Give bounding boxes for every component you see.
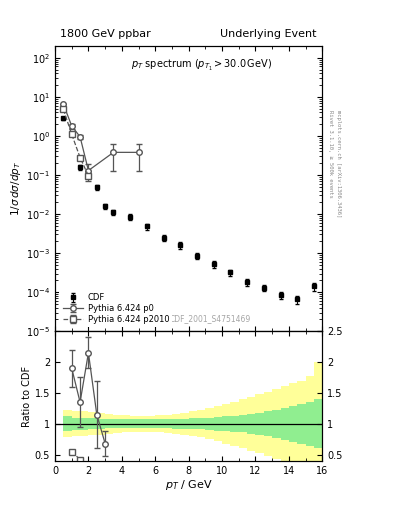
Bar bbox=[122, 415, 130, 433]
Bar bbox=[230, 416, 239, 432]
Bar bbox=[105, 419, 114, 428]
Text: CDF_2001_S4751469: CDF_2001_S4751469 bbox=[169, 314, 251, 323]
Bar bbox=[105, 414, 114, 434]
Text: Underlying Event: Underlying Event bbox=[220, 29, 317, 39]
Bar bbox=[306, 401, 314, 446]
Text: Rivet 3.1.10, ≥ 500k events: Rivet 3.1.10, ≥ 500k events bbox=[328, 110, 333, 198]
Bar bbox=[114, 415, 122, 433]
Text: mcplots.cern.ch [arXiv:1306.3436]: mcplots.cern.ch [arXiv:1306.3436] bbox=[336, 110, 341, 218]
Bar bbox=[281, 408, 289, 440]
Text: 1800 GeV ppbar: 1800 GeV ppbar bbox=[61, 29, 151, 39]
Bar bbox=[88, 412, 97, 436]
Bar bbox=[306, 376, 314, 466]
Y-axis label: $1/\sigma\, d\sigma/dp_T$: $1/\sigma\, d\sigma/dp_T$ bbox=[9, 161, 23, 216]
X-axis label: $p_T$ / GeV: $p_T$ / GeV bbox=[165, 478, 213, 493]
Text: $p_T$ spectrum $(p_{T_1} > 30.0\,\mathrm{GeV})$: $p_T$ spectrum $(p_{T_1} > 30.0\,\mathrm… bbox=[131, 57, 273, 73]
Bar bbox=[264, 412, 272, 436]
Bar bbox=[155, 419, 163, 428]
Bar bbox=[80, 412, 88, 436]
Bar bbox=[130, 416, 139, 432]
Bar bbox=[239, 415, 247, 433]
Bar bbox=[289, 383, 297, 464]
Bar bbox=[163, 419, 172, 428]
Bar bbox=[114, 419, 122, 428]
Bar bbox=[180, 419, 189, 429]
Bar bbox=[222, 416, 230, 431]
Bar bbox=[214, 417, 222, 431]
Bar bbox=[63, 410, 72, 437]
Bar bbox=[214, 407, 222, 441]
Bar bbox=[314, 399, 322, 449]
Bar bbox=[122, 419, 130, 428]
Bar bbox=[255, 413, 264, 435]
Bar bbox=[239, 399, 247, 449]
Bar bbox=[314, 362, 322, 464]
Bar bbox=[255, 394, 264, 454]
Bar bbox=[147, 416, 155, 432]
Bar bbox=[197, 410, 206, 437]
Y-axis label: Ratio to CDF: Ratio to CDF bbox=[22, 366, 32, 426]
Bar bbox=[97, 419, 105, 429]
Bar bbox=[206, 409, 214, 439]
Bar bbox=[72, 412, 80, 436]
Bar bbox=[264, 392, 272, 456]
Bar bbox=[63, 416, 72, 431]
Bar bbox=[130, 419, 139, 428]
Bar bbox=[189, 418, 197, 430]
Bar bbox=[297, 380, 306, 466]
Bar bbox=[180, 413, 189, 435]
Bar bbox=[172, 419, 180, 429]
Bar bbox=[272, 389, 281, 459]
Bar bbox=[197, 418, 206, 430]
Bar bbox=[139, 419, 147, 428]
Legend: CDF, Pythia 6.424 p0, Pythia 6.424 p2010: CDF, Pythia 6.424 p0, Pythia 6.424 p2010 bbox=[59, 290, 173, 327]
Bar bbox=[88, 418, 97, 430]
Bar bbox=[297, 404, 306, 443]
Bar bbox=[289, 406, 297, 442]
Bar bbox=[72, 418, 80, 430]
Bar bbox=[206, 418, 214, 430]
Bar bbox=[139, 416, 147, 432]
Bar bbox=[272, 410, 281, 438]
Bar bbox=[147, 419, 155, 428]
Bar bbox=[281, 386, 289, 462]
Bar bbox=[189, 412, 197, 436]
Bar bbox=[230, 401, 239, 446]
Bar bbox=[163, 415, 172, 433]
Bar bbox=[80, 418, 88, 430]
Bar bbox=[222, 404, 230, 443]
Bar bbox=[155, 415, 163, 433]
Bar bbox=[247, 397, 255, 451]
Bar bbox=[97, 413, 105, 435]
Bar bbox=[172, 414, 180, 434]
Bar bbox=[247, 414, 255, 434]
